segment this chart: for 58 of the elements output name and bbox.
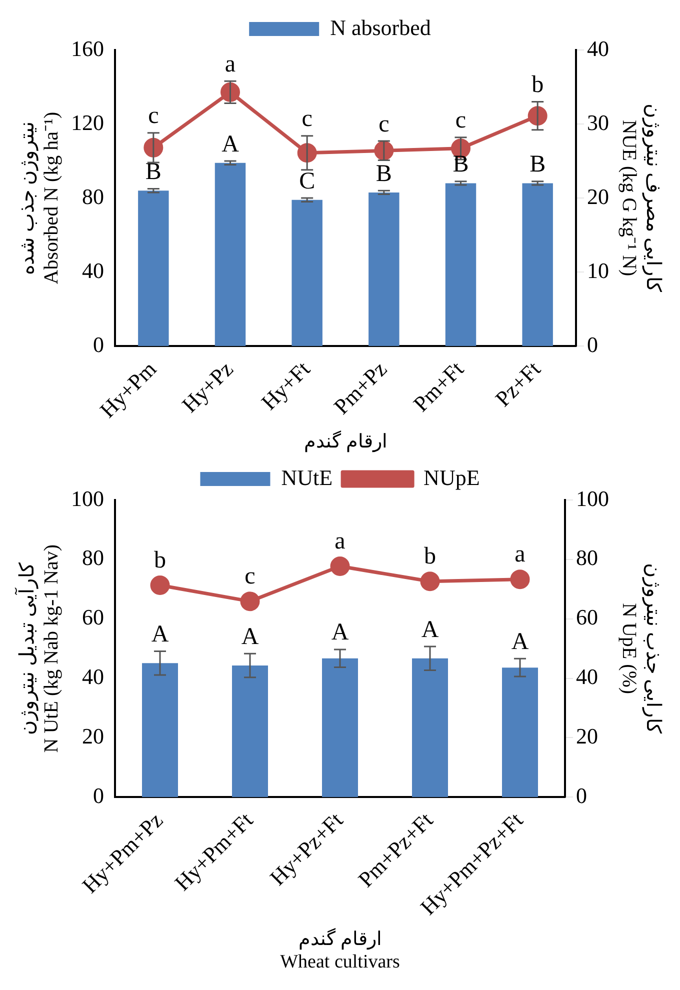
data-label: A: [331, 620, 350, 646]
y2-tick-label: 40: [587, 36, 609, 61]
data-label: a: [514, 542, 526, 568]
y2-tick-label: 30: [587, 110, 609, 135]
y-tick-label: 40: [82, 664, 104, 690]
data-label: A: [511, 628, 530, 655]
data-label: A: [151, 622, 170, 648]
y-tick-label: 100: [71, 486, 104, 511]
data-label: B: [530, 152, 546, 178]
point: [330, 556, 350, 576]
y-tick-label: 80: [82, 545, 104, 570]
y-tick-label: 0: [93, 782, 104, 808]
y2-tick-label: 10: [587, 258, 609, 283]
point: [420, 572, 440, 592]
legend-label: NUpE: [424, 464, 480, 490]
data-label: a: [224, 51, 236, 78]
data-label: A: [241, 624, 260, 650]
bar: [292, 200, 322, 346]
y-tick-label: 40: [82, 258, 104, 283]
data-label: c: [244, 564, 256, 590]
y2-tick-label: 60: [576, 604, 598, 630]
data-label: c: [302, 106, 312, 132]
y2-tick-label: 20: [576, 723, 598, 748]
data-label: a: [334, 528, 346, 555]
y-tick-label: 120: [71, 110, 104, 135]
data-label: B: [145, 159, 162, 186]
bar: [445, 183, 476, 346]
data-label: C: [299, 168, 316, 194]
legend-label: NUtE: [281, 464, 333, 490]
point: [510, 570, 530, 590]
bar: [214, 162, 246, 346]
data-label: c: [378, 111, 390, 138]
data-label: A: [421, 616, 440, 643]
data-label: b: [154, 548, 166, 574]
data-label: A: [222, 131, 240, 158]
y2-tick-label: 40: [576, 664, 598, 690]
y2-tick-label: 0: [587, 332, 598, 357]
bar: [522, 183, 553, 346]
y-tick-label: 20: [82, 723, 104, 748]
data-label: c: [148, 103, 159, 130]
data-label: B: [376, 160, 392, 187]
y-tick-label: 0: [93, 332, 104, 357]
x-axis-title: ارقام گندم: [304, 430, 387, 453]
point: [240, 592, 260, 612]
y2-tick-label: 100: [576, 486, 609, 511]
y-tick-label: 80: [82, 184, 104, 209]
y-tick-label: 60: [82, 604, 104, 630]
bar: [138, 190, 169, 346]
y2-tick-label: 20: [587, 184, 609, 209]
data-label: b: [424, 544, 436, 570]
y-tick-label: 160: [71, 36, 104, 61]
data-label: c: [455, 108, 466, 134]
bar: [368, 192, 400, 346]
y2-tick-label: 80: [576, 545, 598, 570]
y2-tick-label: 0: [576, 782, 587, 808]
legend-label: N absorbed: [330, 14, 431, 40]
data-label: b: [532, 72, 544, 98]
point: [150, 576, 170, 596]
